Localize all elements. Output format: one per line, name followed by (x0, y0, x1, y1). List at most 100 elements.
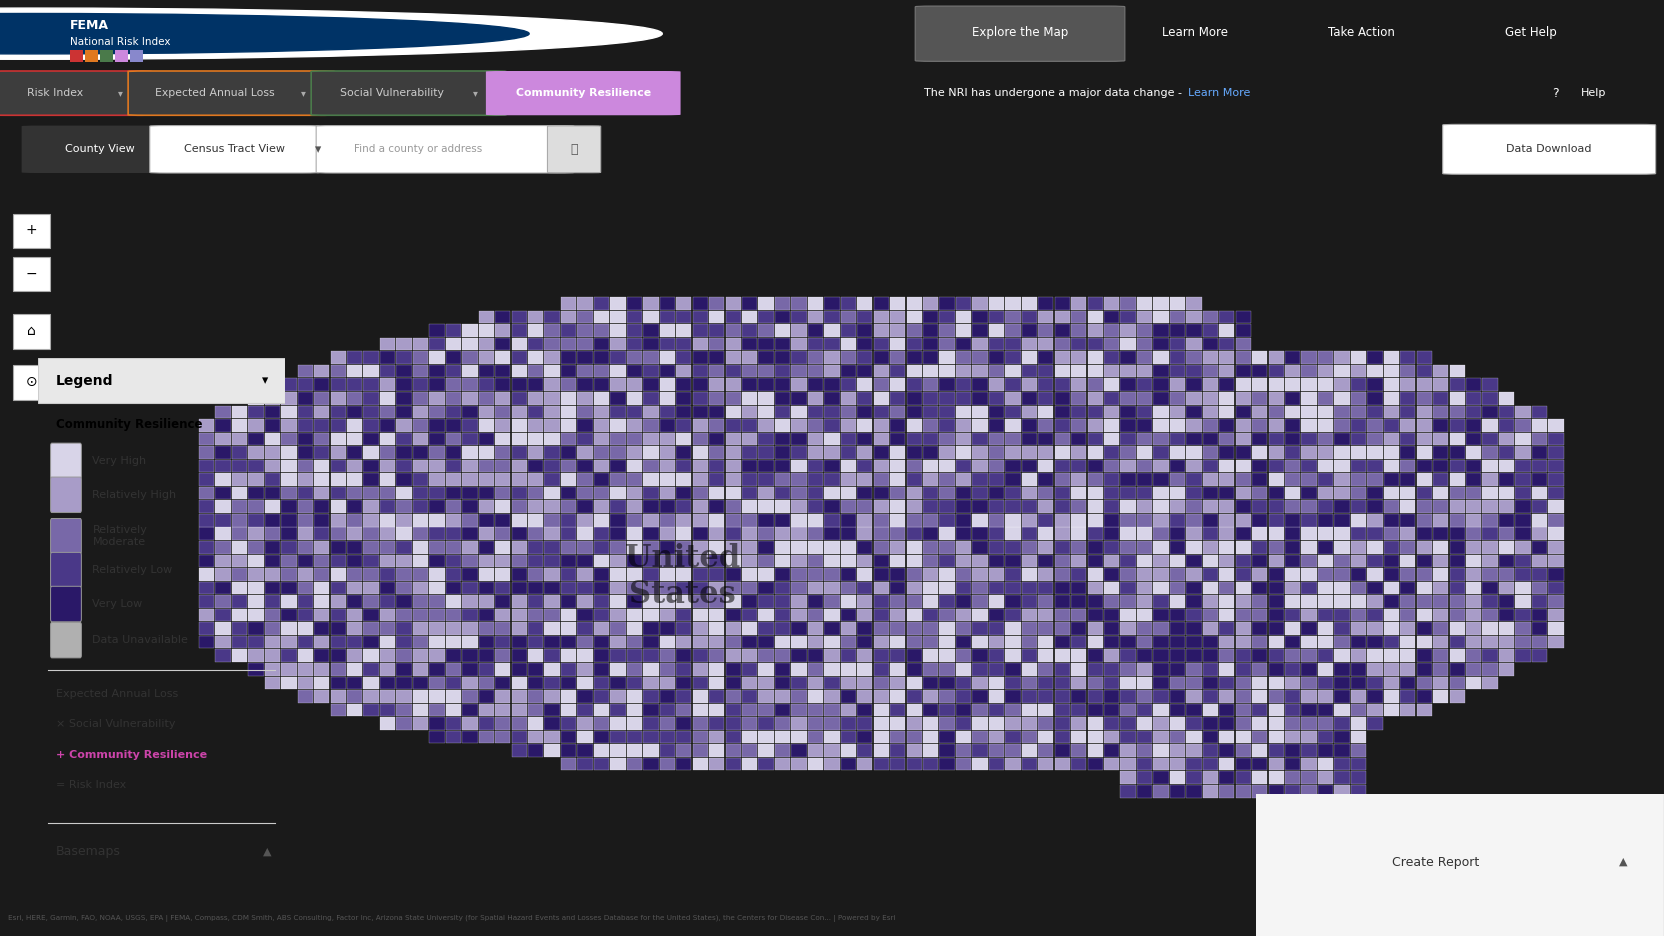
Bar (840, 622, 855, 635)
Bar (1220, 771, 1235, 784)
Bar (807, 324, 824, 337)
Bar (527, 595, 544, 607)
Bar (611, 474, 626, 486)
Bar (594, 731, 609, 743)
Bar (1368, 704, 1383, 716)
Bar (496, 432, 511, 446)
Bar (396, 338, 411, 350)
Bar (840, 528, 855, 540)
Bar (742, 365, 757, 377)
Bar (692, 474, 707, 486)
Bar (1301, 501, 1316, 513)
Bar (792, 297, 807, 310)
Bar (742, 514, 757, 527)
Bar (940, 338, 955, 350)
Bar (1137, 717, 1151, 730)
Bar (331, 636, 346, 649)
Bar (544, 663, 559, 676)
Bar (676, 677, 692, 689)
Bar (1038, 405, 1053, 418)
Bar (1548, 568, 1564, 580)
Bar (807, 419, 824, 431)
Bar (1103, 419, 1120, 431)
Bar (1548, 608, 1564, 622)
Bar (1368, 432, 1383, 446)
Bar (692, 297, 707, 310)
Bar (298, 568, 313, 580)
Bar (1466, 460, 1481, 473)
Bar (759, 378, 774, 391)
Bar (659, 405, 676, 418)
Bar (1170, 595, 1185, 607)
Bar (429, 474, 444, 486)
Bar (742, 311, 757, 323)
Bar (561, 744, 576, 757)
Bar (1072, 636, 1087, 649)
Bar (1433, 392, 1448, 404)
Bar (1120, 378, 1137, 391)
Bar (1449, 595, 1464, 607)
Bar (1416, 365, 1433, 377)
Bar (1055, 338, 1070, 350)
Bar (940, 514, 955, 527)
Bar (940, 622, 955, 635)
Bar (561, 392, 576, 404)
Bar (807, 541, 824, 553)
Text: ▾: ▾ (261, 374, 268, 388)
Bar (907, 568, 922, 580)
Bar (281, 622, 296, 635)
Bar (627, 636, 642, 649)
Bar (627, 650, 642, 662)
Bar (429, 690, 444, 703)
Bar (1203, 446, 1218, 459)
Bar (1186, 324, 1201, 337)
Text: FEMA: FEMA (70, 19, 108, 32)
Bar (988, 446, 1003, 459)
Bar (379, 501, 396, 513)
Bar (1301, 608, 1316, 622)
Bar (1220, 501, 1235, 513)
Bar (972, 568, 988, 580)
Bar (988, 731, 1003, 743)
Bar (1548, 636, 1564, 649)
Bar (1483, 474, 1498, 486)
Bar (775, 324, 790, 337)
Bar (1088, 608, 1103, 622)
Bar (331, 690, 346, 703)
Bar (972, 474, 988, 486)
Bar (1153, 351, 1168, 364)
Bar (331, 541, 346, 553)
Bar (1103, 608, 1120, 622)
Bar (1186, 378, 1201, 391)
Bar (511, 528, 527, 540)
Bar (742, 460, 757, 473)
Bar (1186, 351, 1201, 364)
Bar (726, 405, 740, 418)
Bar (1220, 378, 1235, 391)
Bar (231, 622, 248, 635)
Bar (1120, 297, 1137, 310)
Bar (659, 378, 676, 391)
Bar (775, 717, 790, 730)
Bar (1137, 568, 1151, 580)
Bar (1499, 554, 1514, 567)
Bar (396, 419, 411, 431)
Bar (840, 704, 855, 716)
Bar (627, 324, 642, 337)
Bar (594, 297, 609, 310)
Bar (759, 514, 774, 527)
Bar (611, 365, 626, 377)
Bar (726, 528, 740, 540)
Bar (1318, 487, 1333, 500)
Bar (840, 405, 855, 418)
Bar (1351, 650, 1366, 662)
Bar (874, 663, 889, 676)
Bar (1055, 378, 1070, 391)
Bar (792, 554, 807, 567)
Bar (1251, 677, 1268, 689)
Bar (1203, 514, 1218, 527)
Bar (1416, 487, 1433, 500)
Bar (1153, 677, 1168, 689)
Bar (281, 474, 296, 486)
Bar (1186, 528, 1201, 540)
